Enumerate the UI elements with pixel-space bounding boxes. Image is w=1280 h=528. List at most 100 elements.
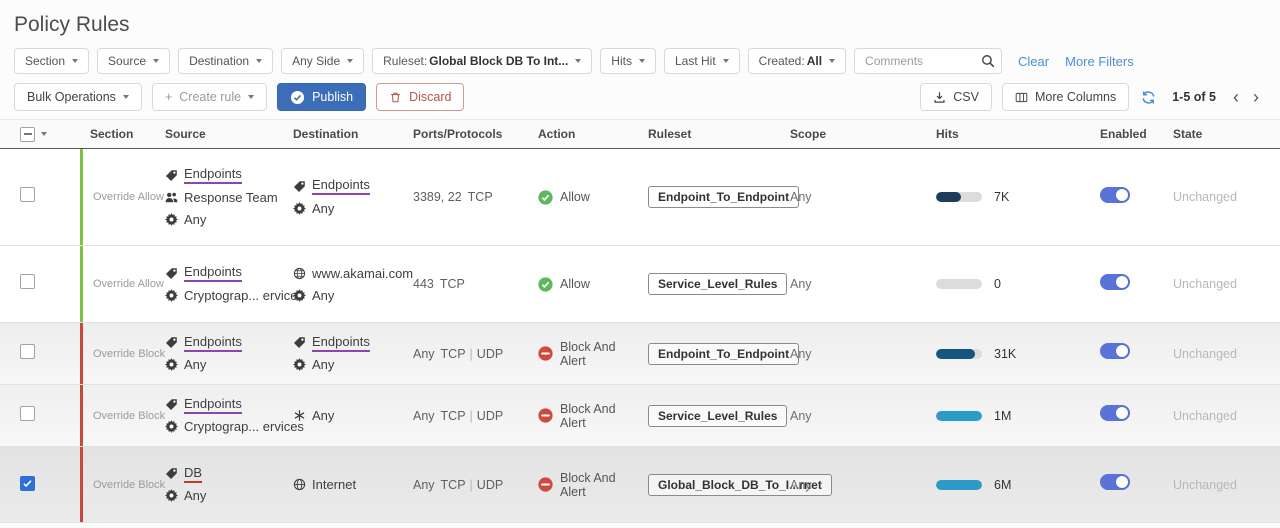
tag-icon [293, 336, 306, 349]
ruleset-chip[interactable]: Endpoint_To_Endpoint [648, 342, 800, 365]
filter-last-hit[interactable]: Last Hit [663, 48, 740, 74]
check-circle-icon [290, 90, 305, 105]
more-columns-button[interactable]: More Columns [1001, 83, 1130, 111]
select-all-checkbox[interactable] [20, 126, 35, 142]
column-header-destination[interactable]: Destination [293, 127, 359, 141]
refresh-icon[interactable] [1141, 90, 1156, 105]
row-select-cell [0, 343, 80, 364]
filter-label: Source [108, 54, 147, 68]
more-filters-link[interactable]: More Filters [1065, 53, 1134, 69]
bulk-operations-button[interactable]: Bulk Operations [14, 83, 142, 111]
globe-entry: www.akamai.com [293, 262, 413, 284]
clear-filters-link[interactable]: Clear [1018, 53, 1050, 69]
pagination-prev-button[interactable]: ‹ [1233, 87, 1239, 107]
publish-button[interactable]: Publish [277, 83, 367, 111]
asterisk-icon [293, 409, 306, 422]
comments-input[interactable] [863, 53, 976, 69]
column-header-ports-protocols[interactable]: Ports/Protocols [413, 127, 503, 141]
search-icon [981, 54, 995, 68]
ports-value: Any [413, 346, 435, 361]
filter-any-side[interactable]: Any Side [281, 48, 365, 74]
action-cell: Block And Alert [528, 340, 638, 368]
column-header-enabled[interactable]: Enabled [1100, 127, 1147, 141]
gear-entry: Any [293, 354, 403, 376]
action-label: Block And Alert [560, 470, 616, 499]
enabled-toggle[interactable] [1100, 273, 1130, 290]
gear-entry: Any [165, 208, 283, 230]
row-checkbox[interactable] [20, 475, 35, 491]
create-rule-button[interactable]: + Create rule [151, 83, 268, 111]
hits-value: 0 [994, 277, 1001, 291]
section-label: Override Block [93, 478, 166, 491]
column-header-action[interactable]: Action [538, 127, 576, 141]
columns-icon [1015, 91, 1028, 104]
filter-ruleset[interactable]: Ruleset: Global Block DB To Int... [372, 48, 593, 74]
scope-cell: Any [790, 190, 812, 204]
gear-entry: Any [165, 485, 283, 507]
enabled-toggle[interactable] [1100, 186, 1130, 203]
table-row[interactable]: Override Allow Endpoints Cryptograp... e… [0, 246, 1280, 323]
row-checkbox[interactable] [20, 187, 35, 202]
tag-entry[interactable]: Endpoints [293, 175, 403, 197]
state-cell: Unchanged [1173, 477, 1237, 492]
hits-cell: 6M [926, 478, 1090, 492]
entry-label: Cryptograp... ervices [184, 287, 304, 303]
row-checkbox[interactable] [20, 405, 35, 421]
tag-entry[interactable]: DB [165, 463, 283, 485]
ruleset-chip[interactable]: Endpoint_To_Endpoint [648, 186, 800, 208]
pagination-next-button[interactable]: › [1253, 87, 1259, 107]
tag-entry[interactable]: Endpoints [165, 262, 283, 284]
filter-source[interactable]: Source [97, 48, 171, 74]
tag-entry[interactable]: Endpoints [165, 164, 283, 186]
row-checkbox[interactable] [20, 274, 35, 289]
filter-hits[interactable]: Hits [600, 48, 656, 74]
plus-icon: + [164, 90, 173, 104]
block-icon [538, 408, 553, 423]
chevron-down-icon [347, 59, 354, 63]
tag-entry[interactable]: Endpoints [165, 332, 283, 354]
enabled-toggle[interactable] [1100, 405, 1130, 421]
section-cell: Override Block [80, 323, 165, 384]
hits-cell: 31K [926, 347, 1090, 361]
discard-label: Discard [409, 90, 452, 104]
gear-entry: Any [293, 197, 403, 219]
column-header-section[interactable]: Section [90, 127, 134, 141]
tag-icon [165, 467, 178, 480]
hits-bar [936, 348, 982, 359]
ruleset-cell: Service_Level_Rules [638, 404, 788, 427]
table-row[interactable]: Override Block Endpoints Cryptograp... e… [0, 385, 1280, 447]
csv-export-button[interactable]: CSV [920, 83, 992, 111]
ruleset-chip[interactable]: Service_Level_Rules [648, 273, 788, 295]
table-body: Override Allow Endpoints Response Team A… [0, 149, 1280, 523]
comments-filter[interactable] [854, 48, 1003, 74]
chevron-down-icon[interactable] [41, 132, 47, 136]
column-header-state[interactable]: State [1173, 127, 1203, 141]
filter-destination[interactable]: Destination [178, 48, 274, 74]
column-header-source[interactable]: Source [165, 127, 206, 141]
tag-entry[interactable]: Endpoints [165, 394, 283, 416]
table-row[interactable]: Override Block DB Any Internet Any TCP | UD… [0, 447, 1280, 523]
enabled-toggle[interactable] [1100, 474, 1130, 490]
entry-label: Endpoints [312, 334, 370, 352]
enabled-toggle[interactable] [1100, 343, 1130, 359]
block-icon [538, 346, 553, 361]
toolbar: Bulk Operations + Create rule Publish Di… [14, 83, 1266, 111]
tag-entry[interactable]: Endpoints [293, 332, 403, 354]
protocols-value: TCP | UDP [440, 477, 504, 492]
discard-button[interactable]: Discard [376, 83, 465, 111]
filter-created[interactable]: Created: All [747, 48, 847, 74]
source-cell: DB Any [155, 463, 283, 507]
column-header-ruleset[interactable]: Ruleset [648, 127, 692, 141]
entry-label: www.akamai.com [312, 265, 414, 281]
filter-label: Created: All [758, 54, 823, 68]
chevron-down-icon [248, 95, 255, 99]
ruleset-chip[interactable]: Service_Level_Rules [648, 404, 788, 427]
table-row[interactable]: Override Allow Endpoints Response Team A… [0, 149, 1280, 246]
column-header-scope[interactable]: Scope [790, 127, 827, 141]
ruleset-chip[interactable]: Global_Block_DB_To_I...rnet [648, 473, 832, 496]
entry-label: Any [312, 357, 335, 372]
row-checkbox[interactable] [20, 343, 35, 359]
filter-section[interactable]: Section [14, 48, 90, 74]
column-header-hits[interactable]: Hits [936, 127, 959, 141]
table-row[interactable]: Override Block Endpoints Any Endpoints A… [0, 323, 1280, 385]
